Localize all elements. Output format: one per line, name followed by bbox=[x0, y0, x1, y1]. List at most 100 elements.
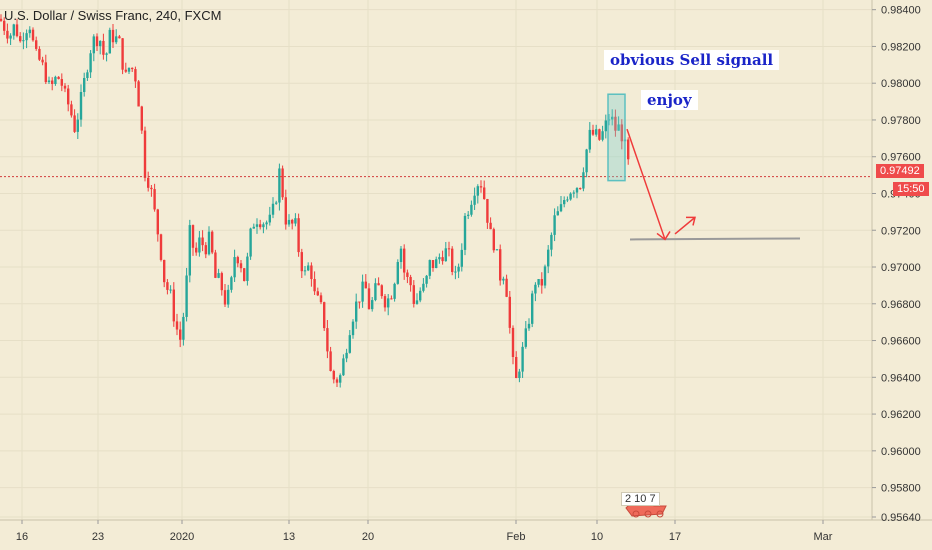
candle-body bbox=[67, 88, 70, 105]
candle-body bbox=[28, 29, 31, 34]
candle-body bbox=[627, 139, 630, 160]
candle-body bbox=[380, 285, 383, 297]
candle-body bbox=[617, 124, 620, 131]
candle-body bbox=[60, 79, 63, 86]
candle-body bbox=[143, 130, 147, 178]
candle-body bbox=[131, 67, 134, 70]
candle-body bbox=[195, 247, 198, 253]
price-tick-label: 0.97600 bbox=[881, 152, 921, 164]
candle-body bbox=[127, 67, 131, 72]
candle-body bbox=[319, 295, 323, 303]
candle-body bbox=[259, 224, 262, 228]
time-tick-label: Mar bbox=[814, 531, 833, 543]
candle-body bbox=[188, 225, 191, 276]
candle-body bbox=[595, 129, 598, 135]
candle-body bbox=[207, 231, 211, 255]
candle-body bbox=[559, 204, 563, 212]
candle-body bbox=[393, 283, 396, 299]
candle-body bbox=[0, 18, 3, 21]
candle-body bbox=[335, 379, 339, 383]
candle-body bbox=[22, 40, 25, 42]
sell-signal-box bbox=[607, 93, 626, 182]
candle-body bbox=[35, 40, 38, 49]
candle-body bbox=[108, 29, 111, 54]
candle-body bbox=[217, 273, 220, 278]
candle-body bbox=[547, 249, 550, 267]
annotation-enjoy[interactable]: enjoy bbox=[641, 90, 698, 110]
candle-body bbox=[431, 260, 435, 269]
candle-body bbox=[342, 358, 345, 376]
candle-body bbox=[323, 302, 326, 329]
candle-body bbox=[367, 288, 371, 310]
candle-body bbox=[220, 273, 223, 291]
candle-body bbox=[543, 266, 547, 286]
ideas-counter[interactable]: 2 10 7 bbox=[621, 492, 660, 506]
candle-body bbox=[278, 168, 281, 203]
candle-body bbox=[483, 187, 486, 200]
candle-body bbox=[396, 262, 399, 284]
candle-body bbox=[492, 229, 495, 251]
candle-body bbox=[163, 259, 166, 283]
target-line bbox=[629, 237, 801, 241]
candle-body bbox=[406, 272, 409, 277]
candle-body bbox=[63, 85, 67, 89]
candle-body bbox=[73, 115, 76, 132]
chart-title: U.S. Dollar / Swiss Franc, 240, FXCM bbox=[4, 8, 222, 23]
candle-body bbox=[230, 277, 233, 290]
candle-body bbox=[265, 222, 268, 225]
price-axis[interactable]: 0.98400 0.98200 0.98000 0.97800 0.976000.974… bbox=[872, 5, 921, 524]
candle-body bbox=[447, 248, 451, 250]
candle-body bbox=[153, 189, 156, 210]
candle-body bbox=[310, 265, 313, 280]
candle-body bbox=[511, 327, 515, 358]
candle-body bbox=[412, 285, 415, 304]
countdown-badge: 15:50 bbox=[893, 182, 929, 196]
candle-body bbox=[25, 33, 28, 41]
overlay-layer bbox=[0, 93, 872, 518]
candle-body bbox=[115, 36, 118, 43]
candle-body bbox=[499, 249, 502, 281]
candle-body bbox=[534, 284, 537, 294]
candle-body bbox=[575, 188, 579, 193]
candle-body bbox=[44, 62, 47, 83]
candle-body bbox=[422, 283, 425, 291]
candle-body bbox=[275, 202, 278, 204]
candle-body bbox=[284, 197, 287, 225]
ideas-icon-wheel bbox=[632, 510, 640, 518]
candle-body bbox=[467, 214, 470, 216]
price-tick-label: 0.96600 bbox=[881, 336, 921, 348]
candle-body bbox=[345, 352, 348, 359]
candle-body bbox=[348, 335, 351, 353]
candle-body bbox=[563, 200, 566, 205]
annotation-sell-signal[interactable]: obvious Sell signall bbox=[604, 50, 780, 70]
candle-body bbox=[159, 234, 163, 260]
candle-body bbox=[121, 38, 124, 70]
candle-body bbox=[118, 36, 121, 39]
candle-body bbox=[438, 257, 441, 260]
candle-body bbox=[419, 290, 422, 301]
candle-body bbox=[444, 248, 447, 262]
candle-body bbox=[137, 81, 140, 107]
time-tick-label: 2020 bbox=[170, 531, 194, 543]
candle-body bbox=[47, 80, 51, 83]
candle-body bbox=[620, 124, 623, 142]
candle-body bbox=[364, 281, 367, 289]
time-tick-label: 13 bbox=[283, 531, 295, 543]
candle-body bbox=[601, 131, 604, 140]
time-tick-label: 23 bbox=[92, 531, 104, 543]
candle-body bbox=[521, 346, 524, 372]
candle-body bbox=[83, 78, 86, 92]
time-axis[interactable]: 16 23 2020 13 20 Feb 10 17 Mar bbox=[16, 520, 833, 543]
price-tick-label: 0.96000 bbox=[881, 446, 921, 458]
candle-body bbox=[524, 328, 527, 347]
candle-body bbox=[479, 186, 483, 188]
candle-body bbox=[89, 53, 92, 73]
candle-body bbox=[243, 268, 246, 281]
candle-body bbox=[102, 40, 105, 55]
candle-body bbox=[169, 289, 172, 291]
time-tick-label: Feb bbox=[507, 531, 526, 543]
candle-body bbox=[361, 281, 364, 302]
candle-body bbox=[387, 298, 390, 308]
